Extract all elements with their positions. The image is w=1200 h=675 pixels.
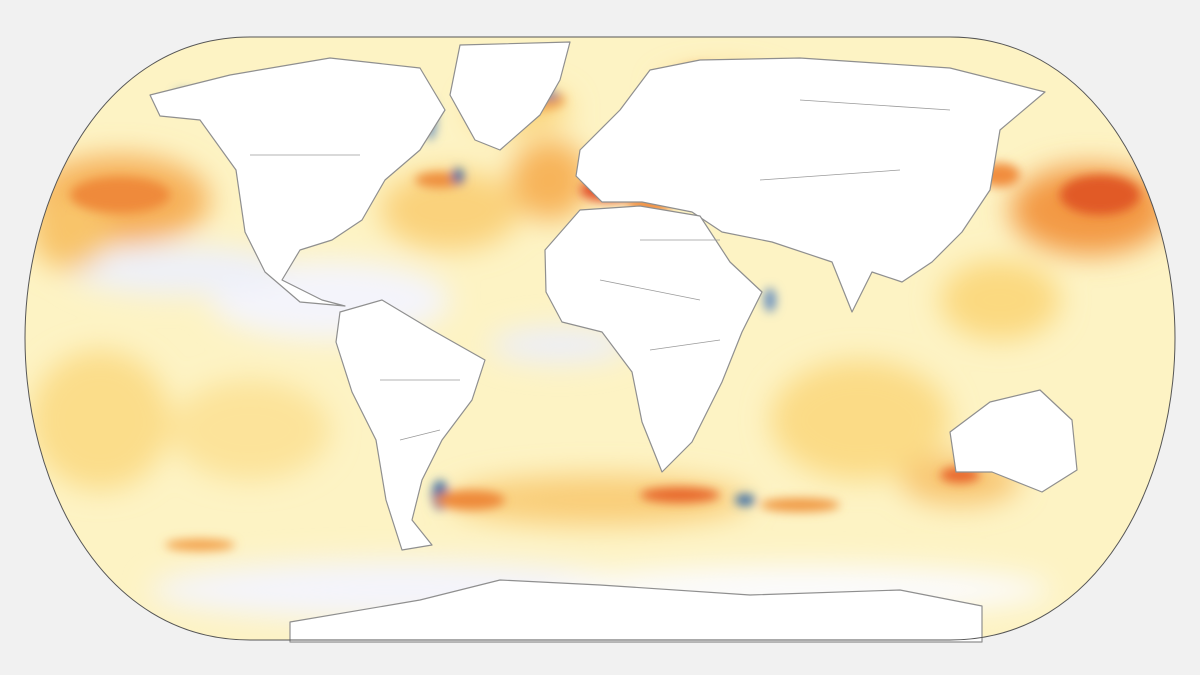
globe-outline — [24, 36, 1176, 641]
south-america — [335, 299, 486, 551]
landmasses — [149, 41, 1078, 643]
greenland — [449, 41, 571, 151]
antarctica — [289, 579, 983, 643]
country-borders — [250, 99, 951, 441]
australia — [949, 389, 1078, 493]
north-america — [149, 57, 446, 307]
eurasia — [575, 57, 1046, 313]
africa — [544, 205, 763, 473]
